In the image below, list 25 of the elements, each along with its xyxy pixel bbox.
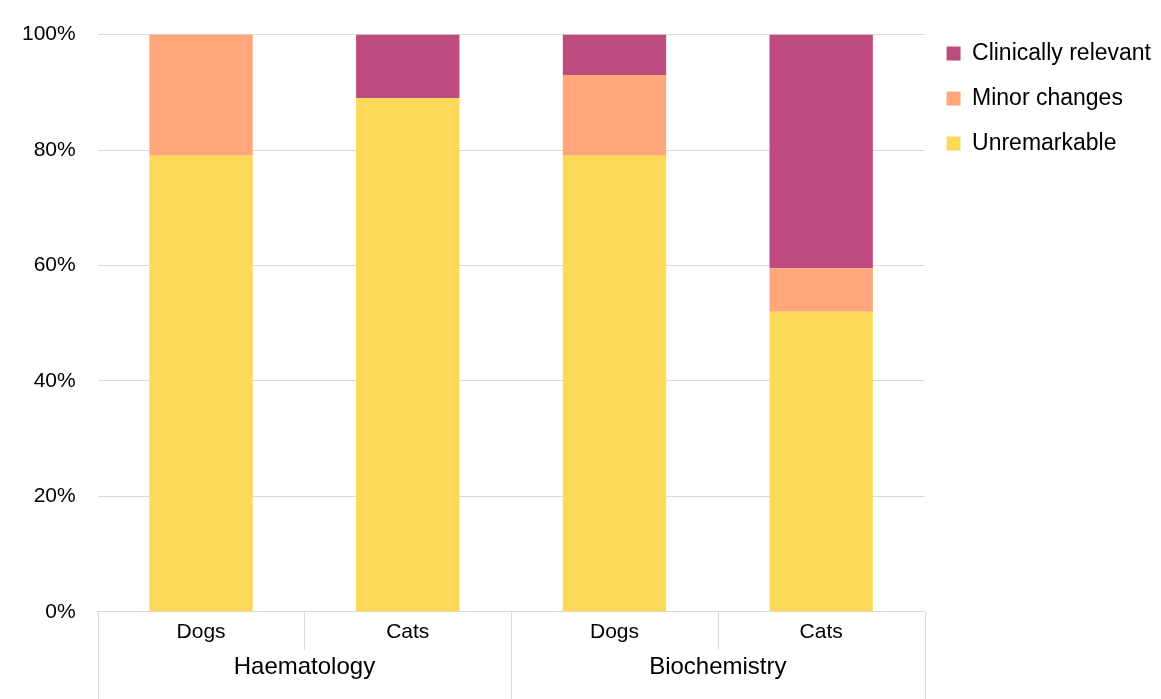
text: Haematology [233, 652, 376, 680]
y-tick-label: 60% [33, 252, 76, 276]
legend-label: Unremarkable [972, 128, 1117, 155]
bar [769, 34, 873, 269]
x-tick-label: Cats [386, 619, 430, 643]
bar [149, 155, 253, 612]
bar [356, 34, 460, 99]
bar [769, 268, 873, 312]
x-tick-label: Dogs [589, 619, 639, 643]
y-tick-label: 20% [33, 483, 76, 507]
bar [562, 155, 667, 612]
x-tick-label: Dogs [176, 619, 226, 643]
bar [562, 75, 667, 156]
bar [769, 311, 873, 612]
text: Biochemistry [649, 652, 787, 680]
bar [562, 34, 667, 75]
y-tick-label: 40% [33, 367, 76, 391]
legend-label: Clinically relevant [972, 38, 1152, 65]
x-tick-label: Cats [799, 619, 843, 643]
legend-label: Minor changes [972, 83, 1123, 110]
bar [356, 98, 460, 612]
y-tick-label: 80% [33, 136, 76, 160]
bar [149, 34, 253, 156]
y-tick-label: 0% [45, 598, 76, 622]
y-tick-label: 100% [21, 21, 76, 45]
